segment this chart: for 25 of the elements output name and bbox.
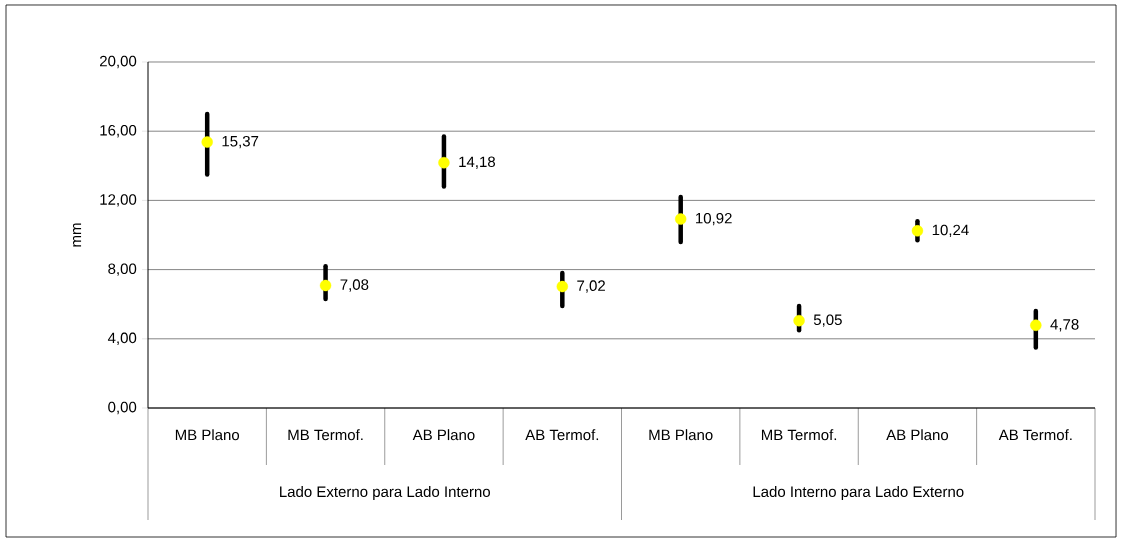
y-tick-label: 12,00 <box>100 194 137 207</box>
data-label: 5,05 <box>813 314 842 327</box>
y-axis-title: mm <box>72 223 82 247</box>
data-label: 10,24 <box>932 224 969 238</box>
y-tick-label: 4,00 <box>107 332 137 345</box>
x-tick-label: AB Plano <box>886 429 949 441</box>
text: Lado Interno para Lado Externo <box>753 486 964 500</box>
y-tick-label: 16,00 <box>100 125 137 138</box>
data-label: 14,18 <box>459 156 496 169</box>
x-tick-label: MB Termof. <box>761 429 837 441</box>
data-label: 10,92 <box>696 212 732 226</box>
text: Lado Externo para Lado Interno <box>280 486 490 500</box>
x-tick-label: AB Termof. <box>525 429 599 441</box>
x-tick-label: MB Plano <box>649 429 713 441</box>
data-label: 15,37 <box>222 135 259 149</box>
y-tick-label: 0,00 <box>108 401 137 415</box>
data-label: 4,78 <box>1050 319 1079 332</box>
x-tick-label: MB Plano <box>175 429 240 441</box>
data-label: 7,08 <box>340 279 369 292</box>
y-tick-label: 20,00 <box>100 55 137 69</box>
y-tick-label: 8,00 <box>108 263 137 276</box>
x-tick-label: MB Termof. <box>288 429 363 441</box>
x-tick-label: AB Plano <box>412 429 475 441</box>
x-tick-label: AB Termof. <box>998 429 1072 441</box>
data-label: 7,02 <box>577 280 605 293</box>
